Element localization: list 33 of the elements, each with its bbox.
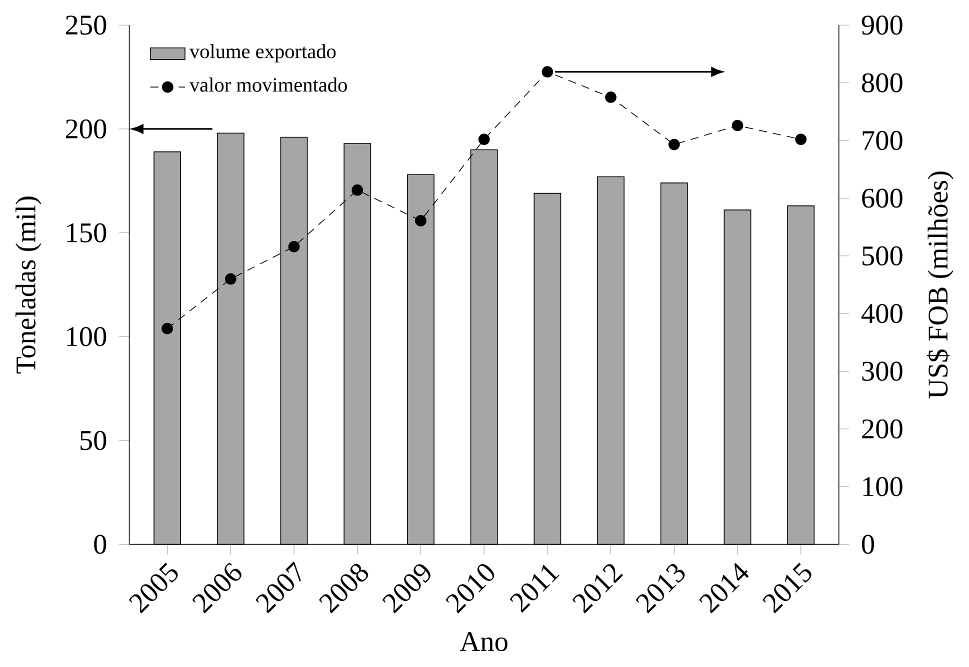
legend-label: valor movimentado (189, 78, 347, 92)
x-axis-title: Ano (460, 632, 508, 652)
y-tick-label: 0 (94, 534, 106, 554)
point (542, 66, 554, 78)
y2-tick-label: 900 (862, 16, 902, 35)
point (795, 134, 807, 146)
point (478, 134, 490, 146)
y2-tick-label: 800 (862, 73, 902, 93)
y-tick-label: 250 (66, 16, 106, 35)
point (415, 215, 426, 227)
y2-tick-label: 0 (862, 534, 874, 554)
y2-tick-label: 600 (862, 188, 902, 208)
point (605, 92, 616, 104)
y2-tick-label: 700 (862, 131, 902, 150)
y-tick-label: 200 (66, 120, 106, 139)
point (224, 273, 236, 285)
point (668, 139, 680, 150)
point (352, 184, 364, 196)
point (162, 323, 173, 334)
legend-label: volume exportado (189, 44, 336, 63)
y-tick-label: 50 (80, 431, 106, 450)
y2-tick-label: 500 (862, 246, 902, 266)
y-axis-title: Toneladas (mil) (16, 196, 42, 374)
y2-tick-label: 300 (862, 362, 902, 382)
y-tick-label: 100 (67, 327, 106, 346)
point (288, 241, 300, 252)
x-tick-label: 2011 (510, 564, 560, 613)
y2-tick-label: 200 (862, 420, 902, 439)
y2-tick-label: 400 (861, 304, 902, 324)
y2-axis-title: US$ FOB (milhões) (926, 172, 954, 399)
y-tick-label: 150 (67, 223, 106, 243)
y2-tick-label: 100 (863, 477, 902, 496)
point (732, 120, 744, 132)
